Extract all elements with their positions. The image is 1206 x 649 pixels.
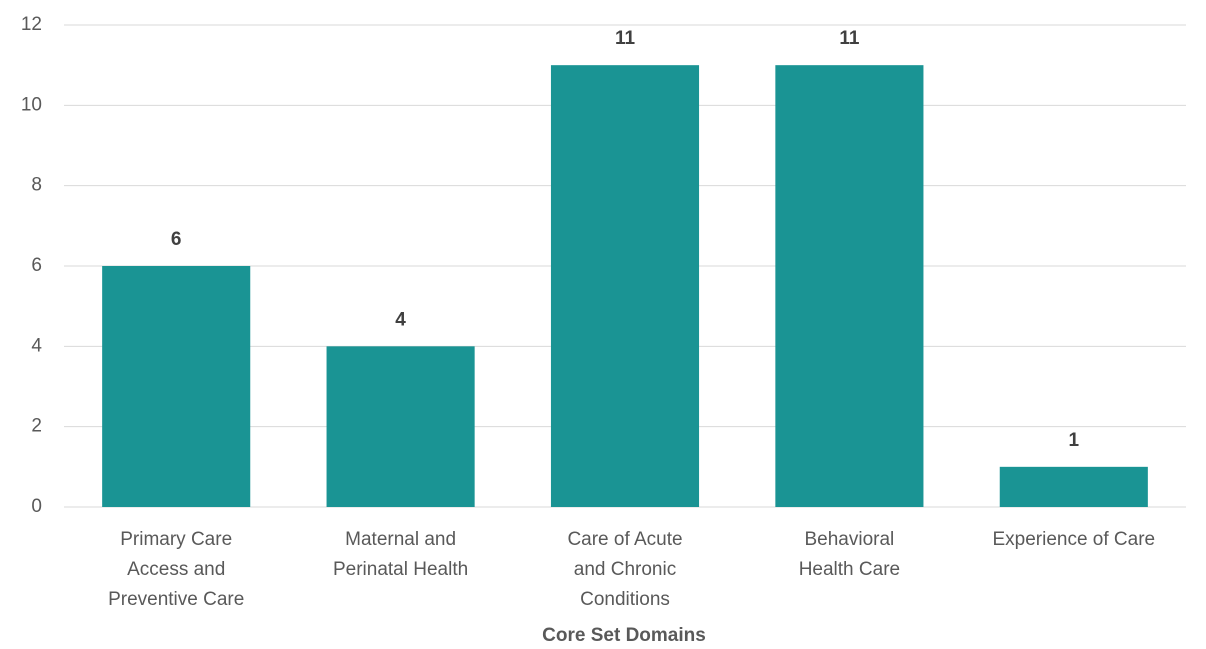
- y-tick-label: 6: [31, 255, 42, 276]
- x-tick-label: Conditions: [580, 589, 670, 610]
- bar: [550, 65, 700, 508]
- y-tick-label: 2: [31, 416, 42, 437]
- x-tick-label: Health Care: [799, 559, 900, 580]
- y-tick-label: 0: [31, 496, 42, 517]
- x-tick-label: Care of Acute: [567, 529, 682, 550]
- y-tick-label: 12: [21, 14, 42, 35]
- x-tick-label: Experience of Care: [992, 529, 1155, 550]
- x-axis-title: Core Set Domains: [542, 625, 706, 646]
- data-label: 11: [615, 28, 636, 49]
- bar: [775, 65, 924, 508]
- data-label: 1: [1069, 430, 1080, 451]
- y-tick-label: 10: [21, 94, 42, 115]
- bar: [102, 266, 251, 507]
- bar: [326, 346, 475, 507]
- y-tick-label: 8: [31, 175, 42, 196]
- x-tick-label: Behavioral: [805, 529, 895, 550]
- bar: [999, 466, 1148, 507]
- data-label: 6: [171, 229, 182, 250]
- y-tick-label: 4: [31, 335, 42, 356]
- data-label: 11: [839, 28, 860, 49]
- x-tick-label: Perinatal Health: [333, 559, 468, 580]
- x-tick-label: and Chronic: [574, 559, 676, 580]
- x-tick-label: Primary Care: [120, 529, 232, 550]
- data-label: 4: [395, 309, 406, 330]
- x-tick-label: Access and: [127, 559, 225, 580]
- x-tick-label: Maternal and: [345, 529, 456, 550]
- x-tick-label: Preventive Care: [108, 589, 244, 610]
